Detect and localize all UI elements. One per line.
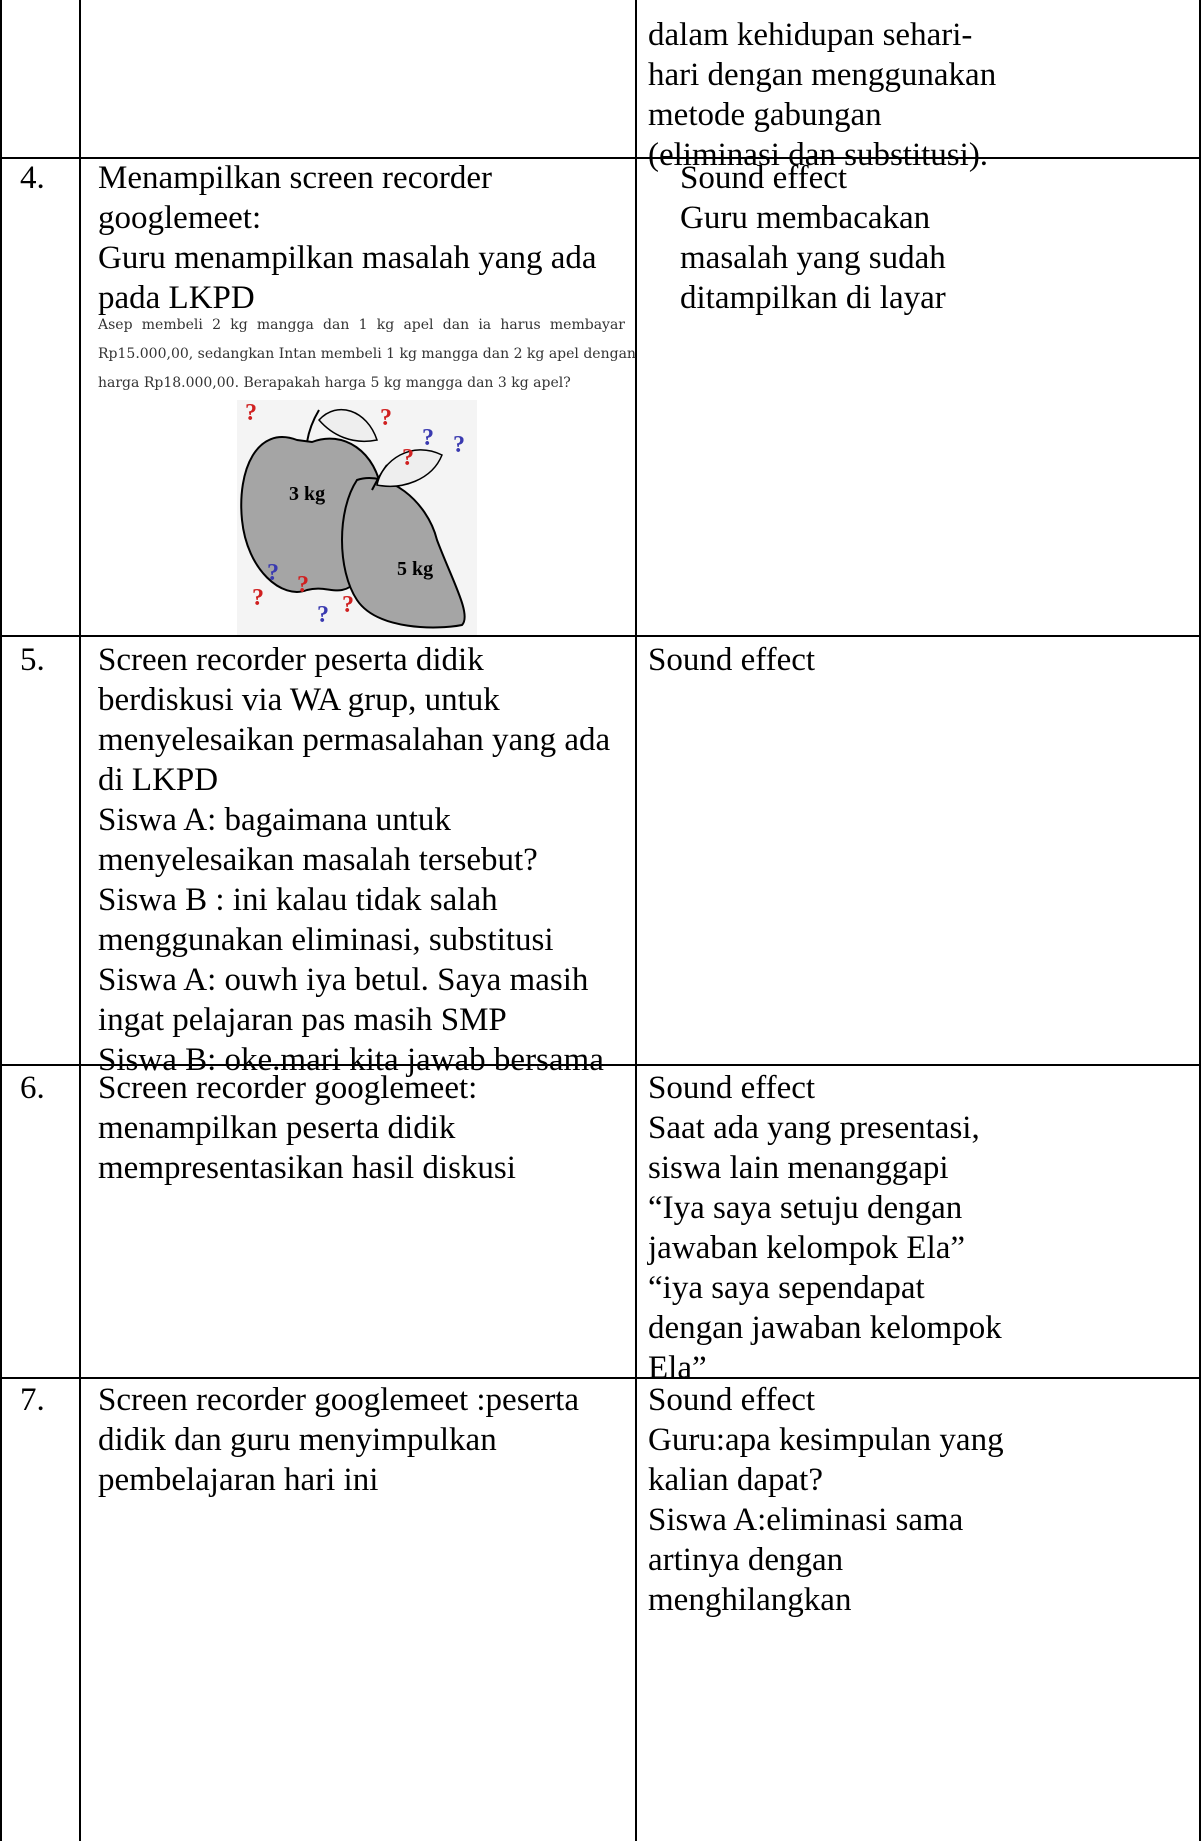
question-mark: ? [317,602,329,628]
table-border [0,635,1201,637]
row-number: 4. [20,160,45,196]
text-line: pada LKPD [98,280,255,316]
text-line: Asep membeli 2 kg mangga dan 1 kg apel d… [98,317,625,333]
illustration: 3 kg 5 kg?????????? [237,400,477,635]
question-mark: ? [267,560,279,586]
text-line: masalah yang sudah [680,240,946,276]
weight-label: 5 kg [397,558,433,580]
text-line: Screen recorder googlemeet: [98,1070,478,1106]
text-line: “Iya saya setuju dengan [648,1190,963,1226]
question-mark: ? [342,592,354,618]
text-line: metode gabungan [648,97,882,133]
question-mark: ? [422,425,434,451]
text-line: siswa lain menanggapi [648,1150,949,1186]
text-line: kalian dapat? [648,1462,823,1498]
notes-cell: Sound effect Saat ada yang presentasi, sis… [648,1068,1002,1388]
notes-cell: Sound effect Guru:apa kesimpulan yang kali… [648,1380,1004,1620]
text-line: jawaban kelompok Ela” [648,1230,966,1266]
text-line: Sound effect [648,1382,816,1418]
text-line: Screen recorder peserta didik [98,642,484,678]
notes-cell: Sound effect Guru membacakan masalah yang … [680,158,946,318]
row-number: 6. [20,1070,45,1106]
text-line: menggunakan eliminasi, substitusi [98,922,554,958]
text-line: Sound effect [648,1070,816,1106]
text-line: (eliminasi dan substitusi). [648,137,989,173]
text-line: mempresentasikan hasil diskusi [98,1150,516,1186]
weight-label: 3 kg [289,483,325,505]
text-line: Menampilkan screen recorder [98,160,492,196]
text-line: Screen recorder googlemeet :peserta [98,1382,579,1418]
text-line: hari dengan menggunakan [648,57,997,93]
text-line: berdiskusi via WA grup, untuk [98,682,500,718]
text-line: Siswa A: bagaimana untuk [98,802,451,838]
text-line: Guru membacakan [680,200,931,236]
text-line: Siswa B: oke.mari kita jawab bersama [98,1042,604,1078]
table-border [0,0,2,1841]
text-line: pembelajaran hari ini [98,1462,379,1498]
text-line: Guru menampilkan masalah yang ada [98,240,597,276]
row-number: 7. [20,1382,45,1418]
question-mark: ? [245,400,257,426]
activity-cell: Screen recorder googlemeet :peserta didik… [98,1380,579,1500]
table-border [1199,0,1201,1841]
text-line: dalam kehidupan sehari- [648,17,973,53]
text-line: Sound effect [648,642,816,678]
table-border [0,157,1201,159]
text-line: artinya dengan [648,1542,844,1578]
activity-cell: Screen recorder googlemeet: menampilkan p… [98,1068,516,1188]
notes-cell: Sound effect [648,640,815,680]
text-line: Siswa A:eliminasi sama [648,1502,964,1538]
text-line: menyelesaikan masalah tersebut? [98,842,538,878]
question-mark: ? [252,585,264,611]
notes-cell: dalam kehidupan sehari-hari dengan mengg… [648,15,996,175]
text-line: harga Rp18.000,00. Berapakah harga 5 kg … [98,375,571,391]
text-line: googlemeet: [98,200,262,236]
question-mark: ? [380,405,392,431]
question-mark: ? [297,572,309,598]
text-line: menyelesaikan permasalahan yang ada [98,722,611,758]
table-border [79,0,81,1841]
problem-text: Asep membeli 2 kg mangga dan 1 kg apel d… [98,311,636,398]
table-border [0,1064,1201,1066]
text-line: Saat ada yang presentasi, [648,1110,980,1146]
question-mark: ? [453,432,465,458]
text-line: dengan jawaban kelompok [648,1310,1002,1346]
text-line: ingat pelajaran pas masih SMP [98,1002,507,1038]
text-line: Sound effect [680,160,848,196]
text-line: Siswa B : ini kalau tidak salah [98,882,498,918]
activity-cell: Screen recorder peserta didik berdiskusi … [98,640,610,1080]
text-line: menghilangkan [648,1582,852,1618]
activity-cell: Menampilkan screen recorder googlemeet: Gu… [98,158,597,318]
text-line: ditampilkan di layar [680,280,946,316]
text-line: Siswa A: ouwh iya betul. Saya masih [98,962,589,998]
question-mark: ? [402,445,414,471]
text-line: Rp15.000,00, sedangkan Intan membeli 1 k… [98,346,636,362]
text-line: didik dan guru menyimpulkan [98,1422,497,1458]
text-line: “iya saya sependapat [648,1270,925,1306]
text-line: di LKPD [98,762,219,798]
text-line: menampilkan peserta didik [98,1110,456,1146]
table-border [635,0,637,1841]
text-line: Guru:apa kesimpulan yang [648,1422,1004,1458]
row-number: 5. [20,642,45,678]
text-line: Ela” [648,1350,707,1386]
table-border [0,1377,1201,1379]
